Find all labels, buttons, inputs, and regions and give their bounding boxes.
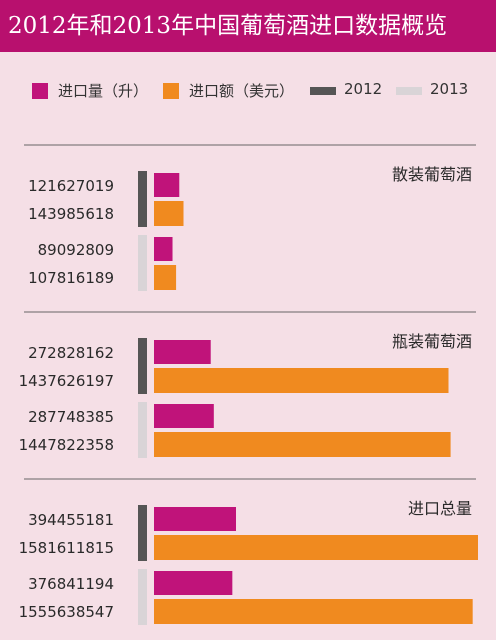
bar-volume bbox=[154, 507, 236, 531]
category-label: 进口总量 bbox=[408, 499, 472, 518]
data-label-value: 1555638547 bbox=[19, 603, 114, 621]
bar-value bbox=[154, 368, 449, 393]
data-label-value: 107816189 bbox=[28, 269, 114, 287]
data-label-value: 1581611815 bbox=[19, 539, 114, 557]
legend-label-2012: 2012 bbox=[344, 80, 383, 98]
year-indicator-2013 bbox=[138, 402, 147, 458]
bar-volume bbox=[154, 237, 173, 261]
data-label-volume: 376841194 bbox=[28, 575, 114, 593]
bar-volume bbox=[154, 571, 233, 595]
bar-value bbox=[154, 535, 478, 560]
legend-swatch-2013 bbox=[396, 87, 422, 95]
data-label-volume: 121627019 bbox=[28, 177, 114, 195]
legend-label-value: 进口额（美元） bbox=[189, 82, 295, 100]
legend-label-2013: 2013 bbox=[430, 80, 469, 98]
bar-value bbox=[154, 599, 473, 624]
bar-value bbox=[154, 201, 184, 226]
year-indicator-2012 bbox=[138, 171, 147, 227]
bar-value bbox=[154, 432, 451, 457]
legend-label-volume: 进口量（升） bbox=[58, 82, 149, 100]
data-label-volume: 394455181 bbox=[28, 511, 114, 529]
data-label-volume: 287748385 bbox=[28, 408, 114, 426]
bar-value bbox=[154, 265, 177, 290]
data-label-volume: 89092809 bbox=[38, 241, 114, 259]
year-indicator-2012 bbox=[138, 338, 147, 394]
legend: 进口量（升） 进口额（美元） 2012 2013 bbox=[0, 78, 496, 104]
year-indicator-2012 bbox=[138, 505, 147, 561]
category-label: 散装葡萄酒 bbox=[392, 165, 472, 184]
data-label-value: 1437626197 bbox=[19, 372, 114, 390]
bar-volume bbox=[154, 404, 214, 428]
legend-swatch-value bbox=[163, 83, 179, 99]
year-indicator-2013 bbox=[138, 569, 147, 625]
data-label-volume: 272828162 bbox=[28, 344, 114, 362]
legend-swatch-volume bbox=[32, 83, 48, 99]
bar-volume bbox=[154, 340, 211, 364]
data-label-value: 1447822358 bbox=[19, 436, 114, 454]
year-indicator-2013 bbox=[138, 235, 147, 291]
bar-volume bbox=[154, 173, 180, 197]
legend-swatch-2012 bbox=[310, 87, 336, 95]
data-label-value: 143985618 bbox=[28, 205, 114, 223]
chart-title: 2012年和2013年中国葡萄酒进口数据概览 bbox=[0, 0, 496, 52]
category-label: 瓶装葡萄酒 bbox=[392, 332, 472, 351]
